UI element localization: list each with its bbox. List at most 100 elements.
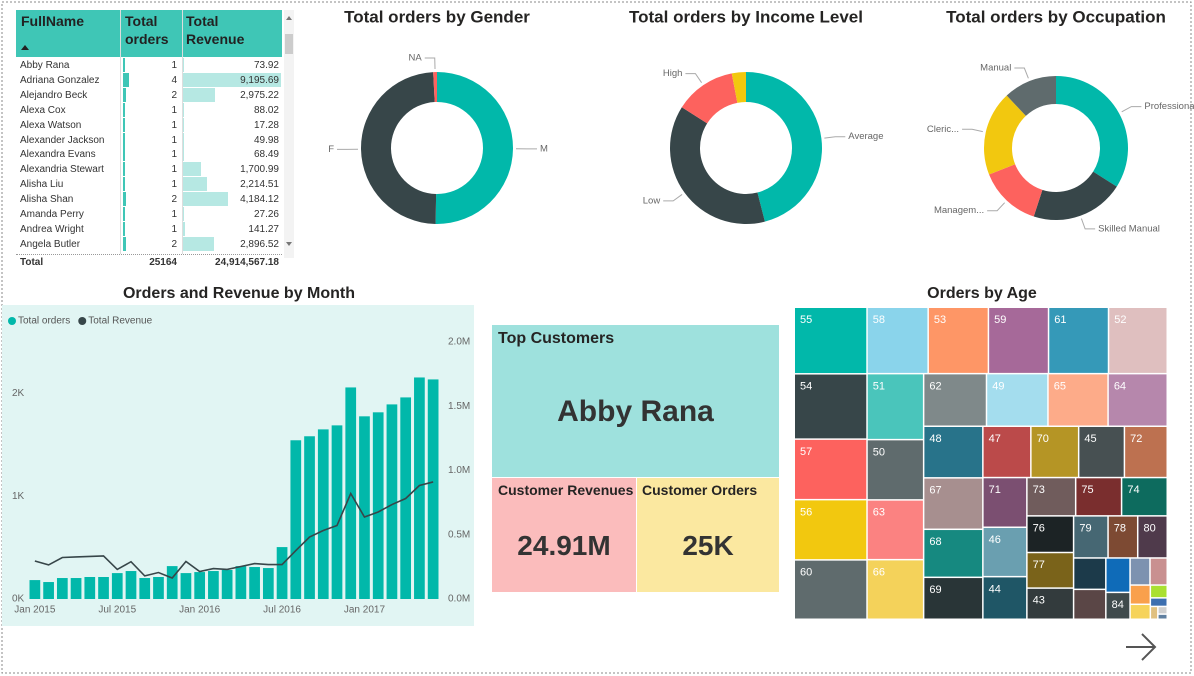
card-value: 24.91M xyxy=(517,530,611,561)
bar xyxy=(427,379,439,599)
orders-data-bar xyxy=(123,132,125,147)
cell-orders: 1 xyxy=(171,60,177,71)
y2-tick-label: 0.5M xyxy=(448,529,470,540)
cell-revenue: 17.28 xyxy=(253,119,279,131)
total-revenue: 24,914,567.18 xyxy=(215,257,279,268)
treemap-cell xyxy=(1031,426,1078,477)
scrollbar[interactable] xyxy=(284,10,294,258)
y2-tick-label: 2.0M xyxy=(448,337,470,348)
treemap-cell xyxy=(867,500,923,559)
top-customer-card: Top Customers Abby Rana xyxy=(492,325,779,477)
treemap-cell xyxy=(1079,426,1124,477)
treemap-label: 75 xyxy=(1081,484,1093,496)
treemap-label: 59 xyxy=(994,314,1006,326)
treemap-label: 47 xyxy=(989,433,1001,445)
leader-line xyxy=(663,194,683,202)
cell-revenue: 141.27 xyxy=(248,223,279,235)
cell-orders: 2 xyxy=(171,238,177,250)
cell-revenue: 9,195.69 xyxy=(240,74,279,86)
scroll-down[interactable] xyxy=(286,242,292,246)
slice-label: Average xyxy=(848,131,883,142)
slice-label: Cleric... xyxy=(927,124,959,135)
bar xyxy=(359,416,370,599)
treemap-cell xyxy=(928,308,988,373)
scroll-thumb[interactable] xyxy=(285,34,293,54)
bar xyxy=(111,573,123,599)
treemap-cell xyxy=(1151,585,1167,598)
donut-slice xyxy=(1006,76,1056,116)
column-divider xyxy=(182,10,183,254)
treemap-cell xyxy=(1076,478,1121,516)
cell-revenue: 4,184.12 xyxy=(240,194,279,206)
leader-line xyxy=(1014,67,1029,79)
treemap-label: 49 xyxy=(992,380,1004,392)
chart-title: Orders by Age xyxy=(927,285,1037,302)
treemap-cell xyxy=(983,478,1027,527)
treemap-cell xyxy=(1108,374,1167,426)
treemap-cell xyxy=(1106,593,1130,619)
y2-tick-label: 1.5M xyxy=(448,401,470,412)
treemap-cell xyxy=(1106,558,1130,592)
card-title: Top Customers xyxy=(498,330,615,347)
donut-slice xyxy=(433,72,437,103)
bar xyxy=(180,573,192,599)
treemap-cell xyxy=(1108,516,1137,558)
sort-indicator[interactable] xyxy=(21,45,29,50)
donut-slice xyxy=(746,72,822,222)
cell-name: Andrea Wright xyxy=(20,223,84,235)
treemap-label: 52 xyxy=(1114,314,1126,326)
treemap-cell xyxy=(983,577,1027,619)
treemap-label: 63 xyxy=(873,507,885,519)
treemap-cell xyxy=(1130,605,1150,619)
slice-label: Low xyxy=(643,195,661,206)
cell-name: Alexander Jackson xyxy=(20,134,105,146)
cell-orders: 1 xyxy=(171,209,177,220)
bar xyxy=(98,577,109,599)
orders-data-bar xyxy=(123,147,125,162)
y-tick-label: 0K xyxy=(12,594,25,605)
leader-line xyxy=(987,202,1006,212)
bar xyxy=(235,566,247,599)
total-divider xyxy=(16,254,282,255)
y-tick-label: 2K xyxy=(12,388,25,399)
treemap-label: 54 xyxy=(800,380,812,392)
treemap-cell xyxy=(924,426,983,478)
leader-line xyxy=(824,136,846,139)
bar xyxy=(304,436,315,599)
treemap-cell xyxy=(1150,558,1167,585)
column-header: Total orders xyxy=(125,13,169,47)
treemap-label: 65 xyxy=(1054,380,1066,392)
revenue-data-bar xyxy=(183,147,184,162)
treemap-cell xyxy=(867,308,928,373)
treemap-cell xyxy=(989,308,1048,373)
cell-name: Alexa Cox xyxy=(20,104,66,116)
treemap-cell xyxy=(924,478,983,529)
treemap-label: 74 xyxy=(1127,484,1139,496)
scroll-up[interactable] xyxy=(286,16,292,20)
bar xyxy=(43,582,54,599)
cell-name: Angela Butler xyxy=(20,238,81,250)
treemap-label: 77 xyxy=(1033,559,1045,571)
treemap-cell xyxy=(924,374,986,426)
treemap-label: 43 xyxy=(1033,595,1045,607)
treemap-cell xyxy=(795,500,867,560)
leader-line xyxy=(424,57,436,70)
next-page-arrow[interactable] xyxy=(1126,633,1157,661)
donut-slice xyxy=(731,72,746,103)
treemap-cell xyxy=(1074,558,1106,589)
y-tick-label: 1K xyxy=(12,491,25,502)
bar xyxy=(331,425,343,599)
revenue-data-bar xyxy=(183,102,184,117)
chart-title: Total orders by Occupation xyxy=(946,7,1166,26)
orders-data-bar xyxy=(123,117,125,132)
treemap-cell xyxy=(987,374,1048,426)
donut-slice xyxy=(1033,171,1117,221)
column-header: FullName xyxy=(21,13,85,29)
treemap-cell xyxy=(867,440,923,500)
bar xyxy=(262,568,274,599)
slice-label: Managem... xyxy=(934,205,984,216)
cell-name: Alisha Liu xyxy=(20,179,64,191)
cell-orders: 2 xyxy=(171,89,177,101)
treemap-label: 80 xyxy=(1143,523,1155,535)
treemap-label: 55 xyxy=(800,314,812,326)
